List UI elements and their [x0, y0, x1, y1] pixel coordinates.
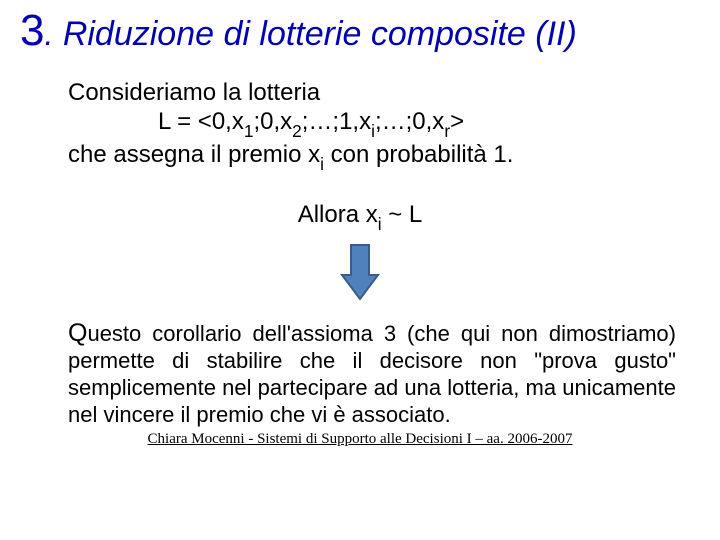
title-text: Riduzione di lotterie composite (II) [53, 15, 576, 53]
para1-line3: che assegna il premio xi con probabilità… [68, 140, 680, 173]
down-arrow-icon [340, 243, 380, 301]
para2-first-letter: Q [68, 319, 87, 347]
down-arrow [20, 243, 700, 306]
title-number: 3 [20, 6, 44, 55]
conclusion-line: Allora xi ~ L [20, 201, 700, 233]
paragraph-1: Consideriamo la lotteria L = <0,x1;0,x2;… [68, 78, 680, 173]
para1-line1: Consideriamo la lotteria [68, 78, 680, 107]
para1-formula: L = <0,x1;0,x2;…;1,xi;…;0,xr> [158, 107, 680, 140]
paragraph-2: Questo corollario dell'assioma 3 (che qu… [68, 318, 676, 429]
footer-text: Chiara Mocenni - Sistemi di Supporto all… [20, 431, 700, 448]
slide-title: 3. Riduzione di lotterie composite (II) [20, 6, 700, 56]
para2-rest: uesto corollario dell'assioma 3 (che qui… [68, 321, 676, 427]
